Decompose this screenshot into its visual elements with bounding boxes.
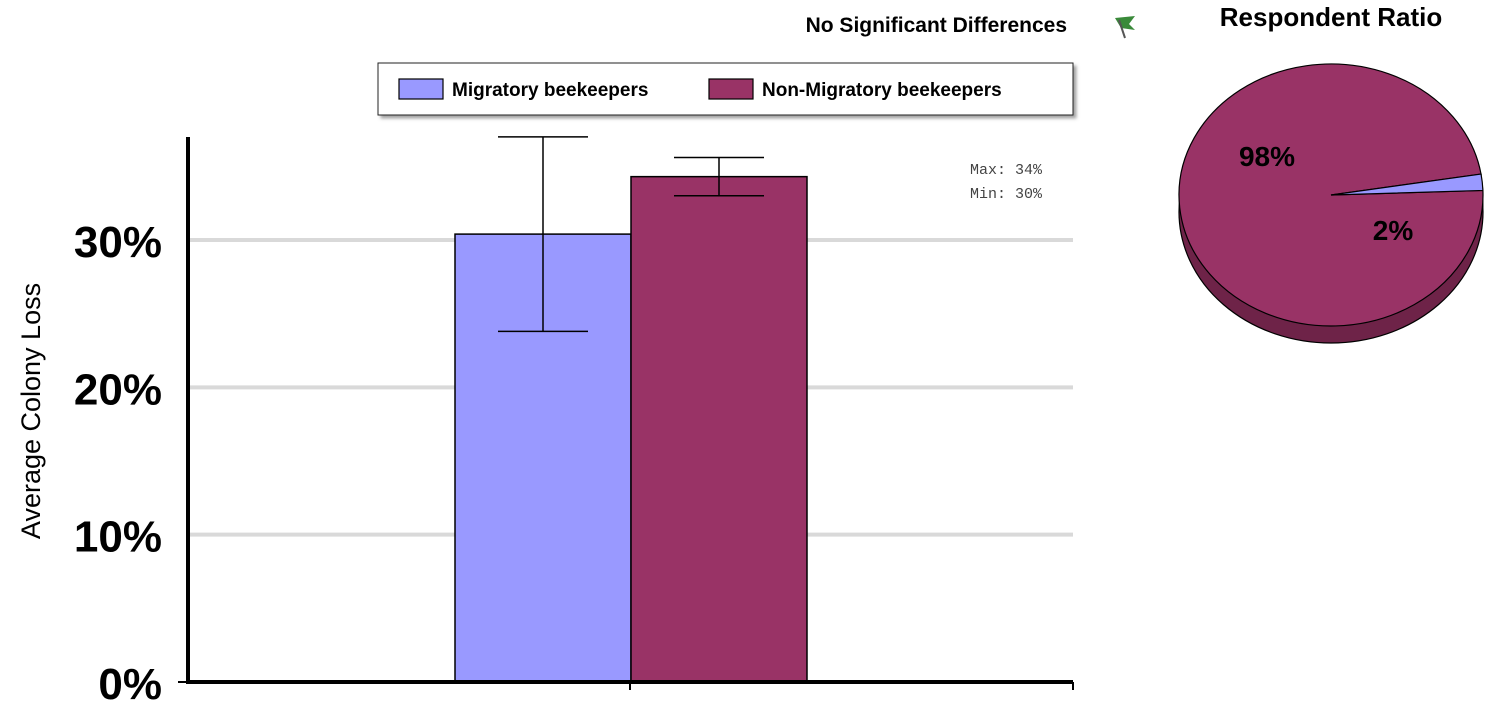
- y-tick-label: 30%: [74, 218, 162, 267]
- y-tick-label: 0%: [98, 660, 162, 703]
- flag-icon: [1115, 16, 1135, 39]
- significance-note: No Significant Differences: [806, 14, 1067, 37]
- bar-non-migratory-error-bar: [674, 156, 764, 197]
- pie-label-non-migratory: 98%: [1239, 141, 1295, 172]
- max-stat: Max: 34%: [970, 162, 1043, 179]
- min-stat: Min: 30%: [970, 186, 1043, 203]
- bar-chart: 0% 10% 20% 30% Average Colony Loss: [16, 136, 1074, 703]
- legend-swatch-non-migratory: [708, 78, 754, 100]
- pie-label-migratory: 2%: [1373, 215, 1414, 246]
- legend-label-migratory: Migratory beekeepers: [452, 80, 648, 101]
- y-tick-labels: 0% 10% 20% 30%: [74, 218, 162, 703]
- bar-non-migratory: [630, 175, 808, 683]
- pie-title: Respondent Ratio: [1220, 2, 1442, 32]
- pie-chart: 98% 2%: [1178, 63, 1484, 344]
- bar-migratory-error-bar: [498, 136, 588, 333]
- axes: [178, 137, 1074, 690]
- legend: Migratory beekeepers Non-Migratory beeke…: [377, 62, 1074, 116]
- legend-swatch-migratory: [398, 78, 444, 100]
- legend-label-non-migratory: Non-Migratory beekeepers: [762, 80, 1002, 101]
- y-tick-label: 10%: [74, 513, 162, 562]
- y-tick-label: 20%: [74, 365, 162, 414]
- y-axis-label: Average Colony Loss: [16, 283, 46, 539]
- bars: [454, 136, 808, 683]
- pie-slice-migratory: [1330, 173, 1484, 196]
